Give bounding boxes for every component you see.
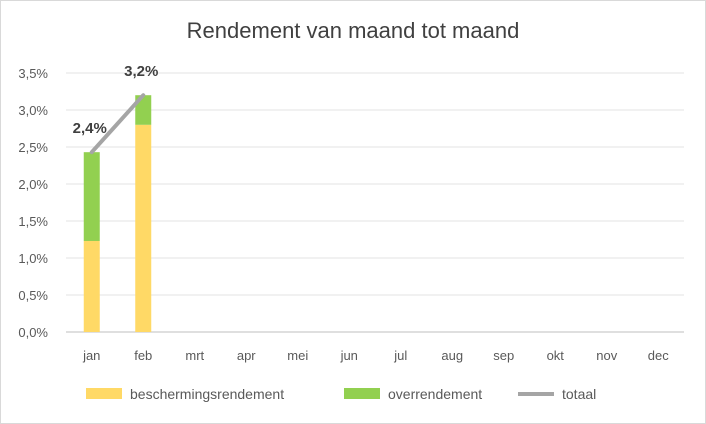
line-totaal <box>89 93 146 155</box>
data-label: 2,4% <box>73 120 107 137</box>
bar-beschermingsrendement <box>135 124 152 332</box>
bar-overrendement <box>83 152 100 241</box>
x-tick-label: apr <box>237 348 256 363</box>
legend-swatch <box>344 388 380 399</box>
legend-swatch <box>86 388 122 399</box>
x-tick-label: aug <box>441 348 463 363</box>
x-tick-label: mei <box>287 348 308 363</box>
legend-label: totaal <box>562 386 596 402</box>
x-tick-label: jan <box>82 348 100 363</box>
chart-title: Rendement van maand tot maand <box>186 18 520 43</box>
data-label: 3,2% <box>124 63 158 80</box>
x-tick-label: sep <box>493 348 514 363</box>
x-tick-label: nov <box>596 348 617 363</box>
legend-label: overrendement <box>388 386 482 402</box>
x-tick-label: dec <box>648 348 669 363</box>
y-tick-label: 3,0% <box>18 103 48 118</box>
y-tick-label: 1,5% <box>18 214 48 229</box>
x-tick-label: mrt <box>185 348 204 363</box>
x-tick-label: feb <box>134 348 152 363</box>
x-tick-label: jul <box>393 348 407 363</box>
y-tick-label: 2,0% <box>18 177 48 192</box>
y-tick-label: 0,5% <box>18 288 48 303</box>
y-tick-label: 2,5% <box>18 140 48 155</box>
y-tick-label: 3,5% <box>18 66 48 81</box>
legend-label: beschermingsrendement <box>130 386 284 402</box>
bar-beschermingsrendement <box>83 240 100 332</box>
y-tick-label: 0,0% <box>18 325 48 340</box>
x-tick-label: jun <box>340 348 358 363</box>
x-tick-label: okt <box>547 348 565 363</box>
y-tick-label: 1,0% <box>18 251 48 266</box>
